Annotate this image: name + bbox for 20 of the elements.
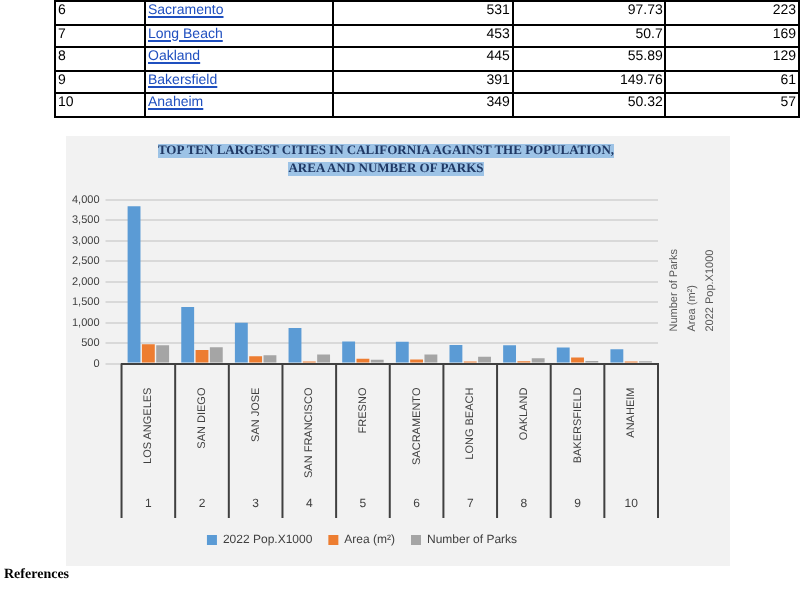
bar bbox=[571, 357, 584, 363]
bar bbox=[156, 345, 170, 363]
bar bbox=[234, 322, 248, 363]
bar bbox=[263, 355, 277, 363]
bar bbox=[503, 345, 517, 363]
bar bbox=[449, 345, 463, 363]
bar bbox=[127, 206, 141, 363]
bar bbox=[141, 344, 155, 363]
bar bbox=[610, 349, 624, 363]
bar bbox=[342, 341, 356, 363]
bar bbox=[424, 354, 438, 363]
bar bbox=[317, 354, 331, 363]
bar bbox=[288, 327, 302, 363]
bar bbox=[181, 307, 195, 363]
bar bbox=[556, 347, 570, 363]
bar bbox=[395, 341, 409, 363]
bar bbox=[195, 350, 209, 363]
bar bbox=[249, 356, 263, 363]
bar bbox=[209, 347, 223, 363]
bar bbox=[478, 356, 491, 363]
